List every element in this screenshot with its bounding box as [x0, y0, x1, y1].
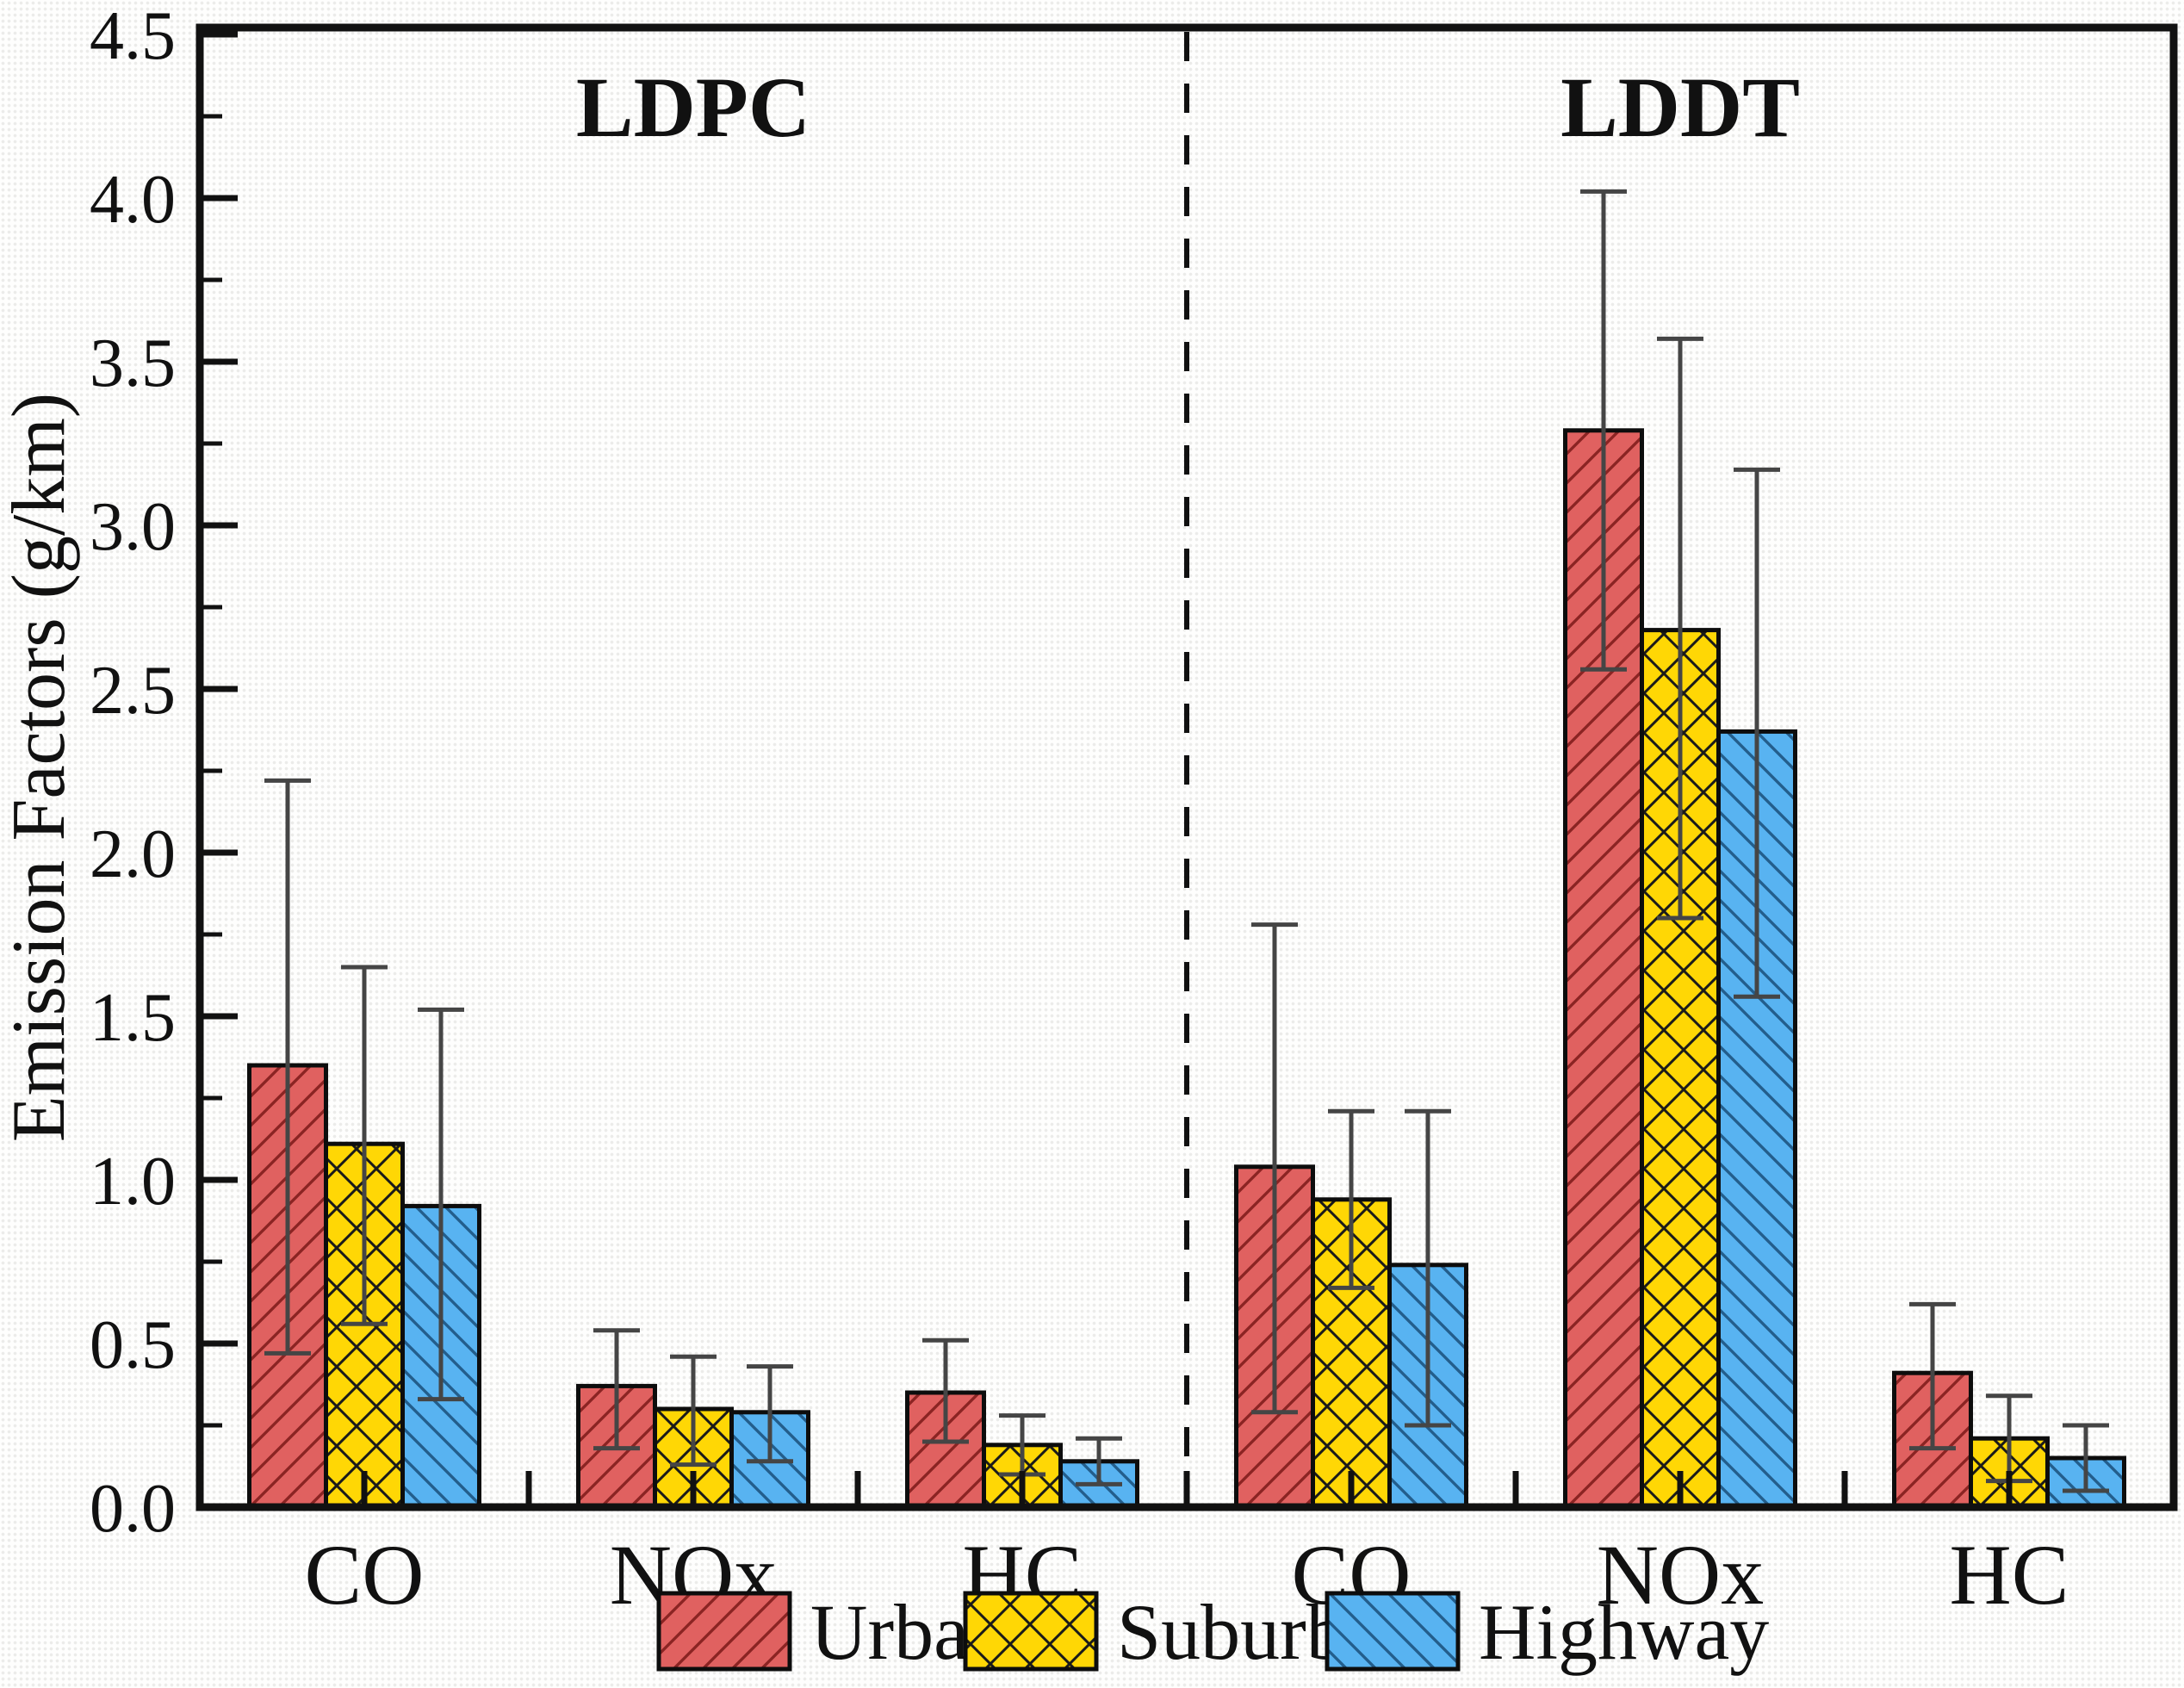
- y-tick-label: 1.0: [90, 1144, 176, 1219]
- x-category-label: HC: [1950, 1527, 2069, 1623]
- y-tick-label: 2.5: [90, 653, 176, 729]
- y-tick-label: 2.0: [90, 816, 176, 892]
- legend-swatch-suburban: [963, 1591, 1099, 1672]
- plot-frame: [195, 23, 2178, 1511]
- y-tick-label: 3.5: [90, 326, 176, 401]
- y-tick-label: 3.0: [90, 489, 176, 565]
- chart-generated-content: 0.00.51.01.52.02.53.03.54.04.5CO NOx HC CO N…: [90, 0, 2178, 1676]
- legend-swatch-highway: [1325, 1591, 1461, 1672]
- panel-label-ldpc: LDPC: [576, 59, 810, 155]
- y-tick-label: 4.5: [90, 0, 176, 74]
- y-tick-label: 0.5: [90, 1307, 176, 1383]
- x-category-label: NOx: [1597, 1527, 1764, 1623]
- y-tick-label: 1.5: [90, 980, 176, 1056]
- x-category-label: CO: [305, 1527, 425, 1623]
- panel-label-lddt: LDDT: [1560, 59, 1800, 155]
- y-tick-label: 4.0: [90, 162, 176, 238]
- legend-swatch-urban: [656, 1591, 792, 1672]
- legend-label: Highway: [1479, 1588, 1769, 1676]
- y-tick-label: 0.0: [90, 1471, 176, 1547]
- y-axis-title: Emission Factors (g/km): [0, 393, 81, 1142]
